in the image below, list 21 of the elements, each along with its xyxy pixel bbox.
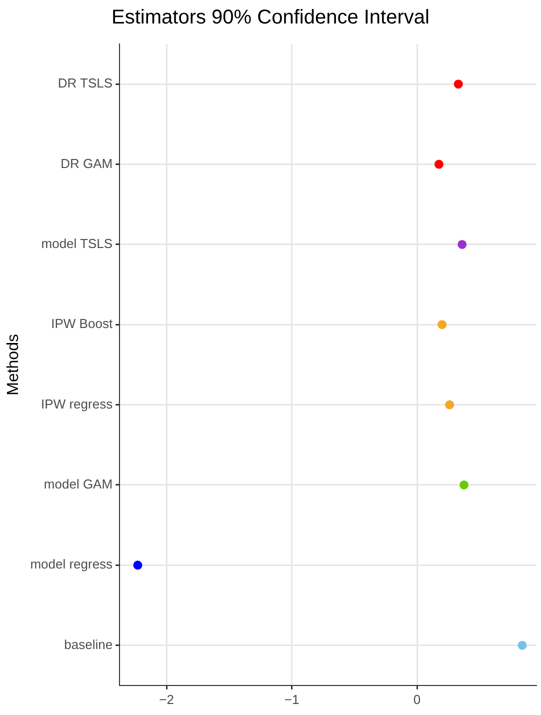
y-tick-label: model TSLS [41,236,113,252]
x-tick-label: 0 [413,692,421,707]
x-tick-label: −1 [284,692,300,707]
point [459,480,468,490]
point [438,320,447,330]
point [454,80,463,89]
point [445,400,454,410]
x-tick-label: −2 [159,692,174,707]
point [133,560,142,570]
point [458,240,467,249]
y-tick-label: baseline [64,636,113,652]
y-tick-label: IPW regress [41,396,114,412]
y-tick-label: DR GAM [60,156,113,171]
point [434,160,444,169]
y-tick-label: DR TSLS [58,76,113,91]
y-tick-label: model regress [30,556,114,572]
y-tick-label: model GAM [44,476,113,492]
chart-title: Estimators 90% Confidence Interval [112,6,430,29]
y-tick-label: IPW Boost [51,316,113,332]
point [518,640,527,650]
y-axis-title: Methods [5,334,22,396]
